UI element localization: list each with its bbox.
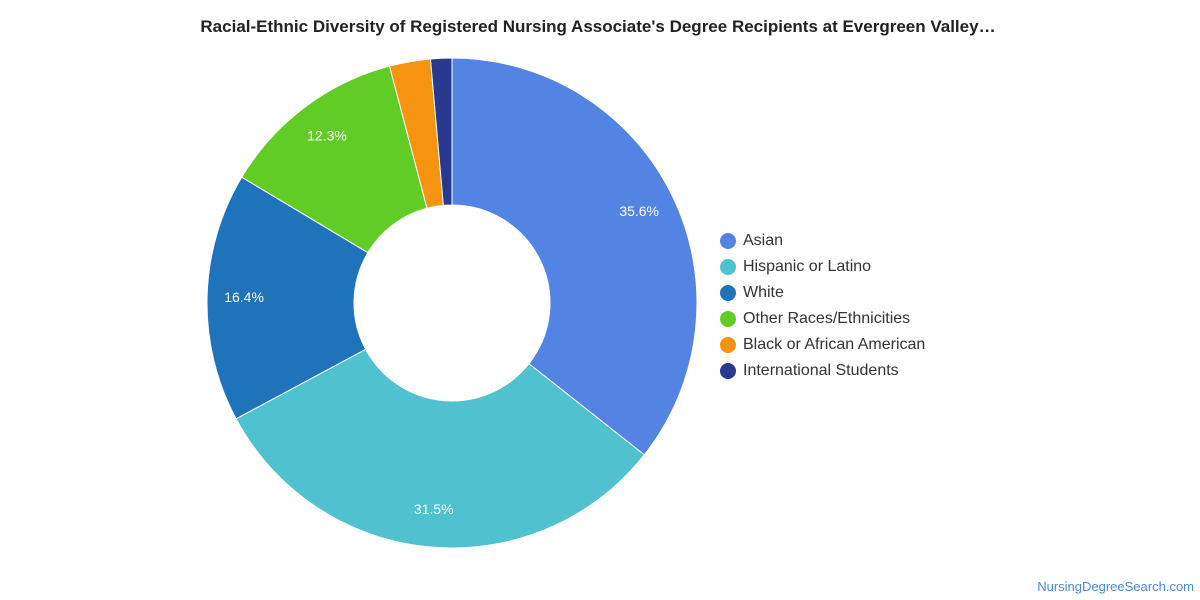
- source-credit-link[interactable]: NursingDegreeSearch.com: [1037, 579, 1194, 594]
- legend-label: Other Races/Ethnicities: [743, 310, 911, 327]
- slice-hispanic-or-latino[interactable]: [235, 348, 646, 549]
- legend-item-white[interactable]: White: [720, 280, 925, 306]
- slice-other-races-ethnicities[interactable]: [241, 65, 428, 254]
- legend-swatch-icon: [720, 311, 736, 327]
- slice-international-students[interactable]: [429, 57, 453, 206]
- slice-asian[interactable]: [451, 57, 698, 456]
- slice-white[interactable]: [206, 176, 369, 420]
- legend-swatch-icon: [720, 233, 736, 249]
- labels-group: 35.6% 31.5% 16.4% 12.3%: [224, 127, 659, 516]
- legend-swatch-icon: [720, 337, 736, 353]
- data-label-white: 16.4%: [224, 289, 264, 305]
- legend-item-other-races-ethnicities[interactable]: Other Races/Ethnicities: [720, 306, 925, 332]
- legend-swatch-icon: [720, 285, 736, 301]
- legend-label: White: [743, 284, 784, 301]
- data-label-asian: 35.6%: [619, 203, 659, 219]
- legend-label: Black or African American: [743, 336, 926, 353]
- slices-group: [206, 57, 698, 549]
- data-label-other-races-ethnicities: 12.3%: [307, 127, 347, 143]
- legend-item-black-or-african-american[interactable]: Black or African American: [720, 332, 925, 358]
- chart-legend: Asian Hispanic or Latino White Other Races/…: [720, 228, 925, 384]
- legend-item-hispanic-or-latino[interactable]: Hispanic or Latino: [720, 254, 925, 280]
- legend-label: International Students: [743, 362, 899, 379]
- legend-item-international-students[interactable]: International Students: [720, 358, 925, 384]
- legend-item-asian[interactable]: Asian: [720, 228, 925, 254]
- data-label-hispanic-or-latino: 31.5%: [414, 501, 454, 517]
- legend-swatch-icon: [720, 259, 736, 275]
- legend-swatch-icon: [720, 363, 736, 379]
- legend-label: Hispanic or Latino: [743, 258, 872, 275]
- chart-title: Racial-Ethnic Diversity of Registered Nu…: [200, 17, 996, 36]
- legend-label: Asian: [743, 232, 784, 249]
